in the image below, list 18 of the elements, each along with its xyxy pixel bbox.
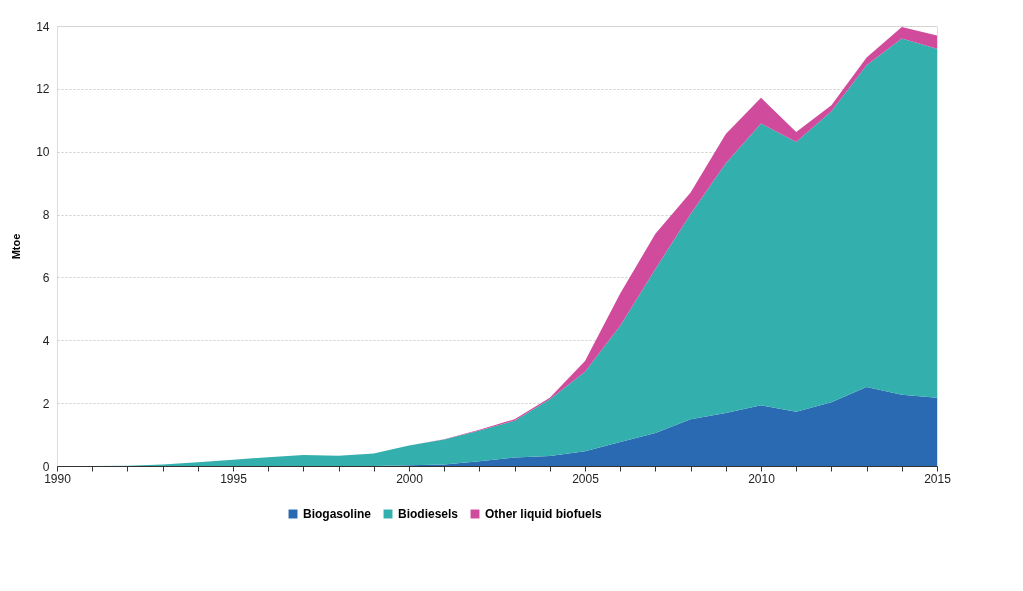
y-tick-label: 14 [36,19,50,34]
x-tick-label: 2015 [924,471,952,486]
y-axis-title: Mtoe [10,233,23,260]
legend-label: Biogasoline [303,507,372,521]
x-tick-label: 1995 [220,471,248,486]
x-tick-label: 2010 [748,471,776,486]
y-tick-label: 10 [36,145,50,160]
y-tick-label: 0 [42,459,50,474]
y-tick-label: 2 [42,396,50,411]
x-tick-label: 1990 [44,471,72,486]
x-tick-label: 2005 [572,471,600,486]
legend-label: Biodiesels [398,507,459,521]
y-tick-label: 4 [42,333,50,348]
x-tick-label: 2000 [396,471,424,486]
legend-label: Other liquid biofuels [485,507,602,521]
y-tick-label: 8 [42,208,50,223]
y-tick-label: 6 [42,270,50,285]
y-tick-label: 12 [36,82,50,97]
